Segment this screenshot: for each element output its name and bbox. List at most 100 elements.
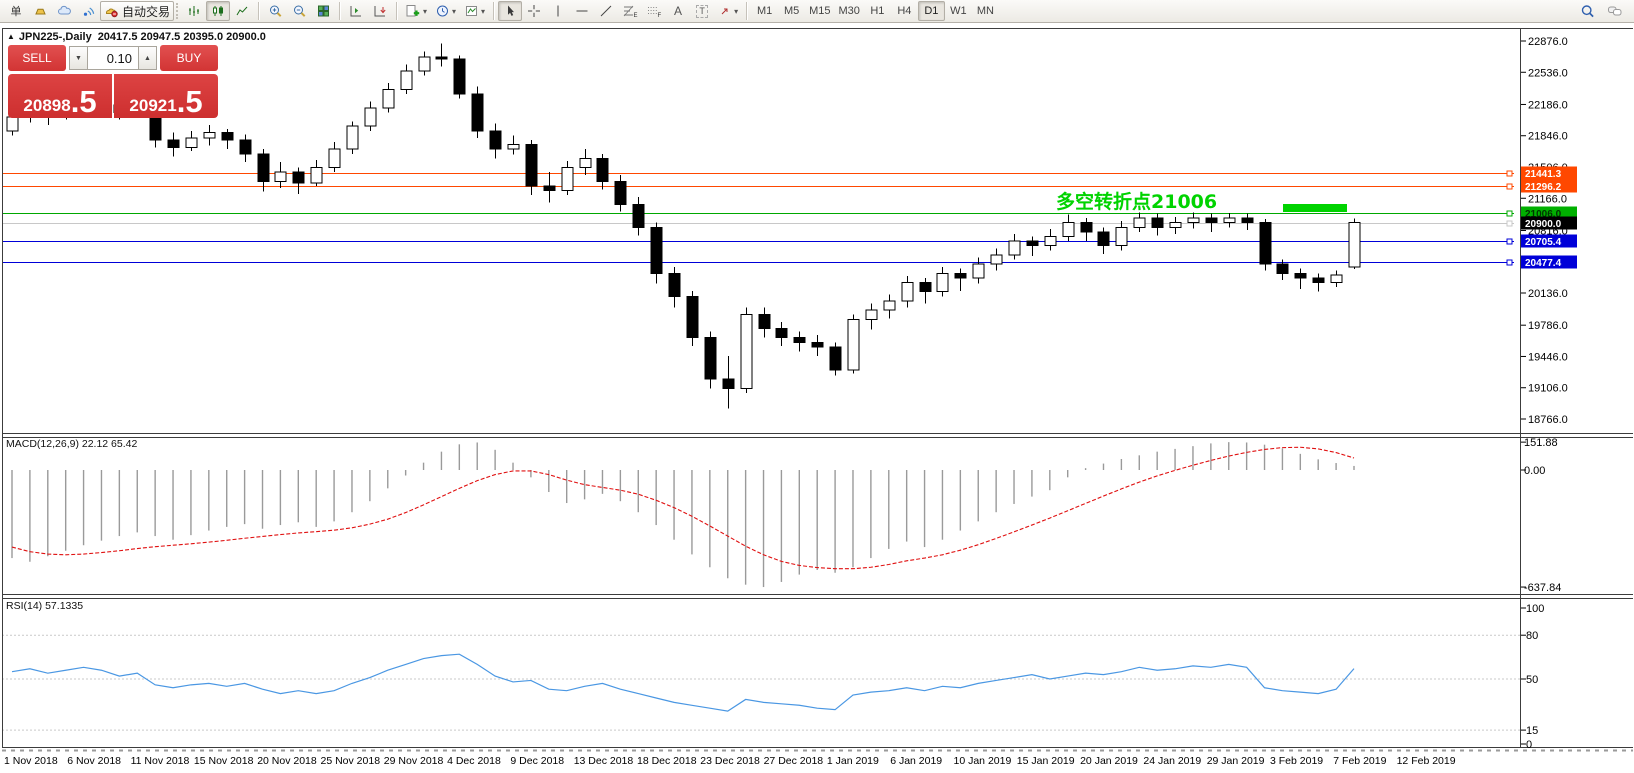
timeframe-d1[interactable]: D1 (917, 1, 945, 21)
volume-input[interactable]: 0.10 (88, 46, 138, 70)
price-tick-label: 19786.0 (1528, 320, 1568, 332)
rsi-tick-label: 15 (1526, 725, 1538, 737)
rsi-tick-label: 80 (1526, 630, 1538, 642)
volume-up-button[interactable]: ▲ (138, 46, 157, 70)
timeframe-m5[interactable]: M5 (778, 1, 805, 21)
toolbar-separator (396, 2, 398, 20)
new-order-button[interactable]: 单 (4, 1, 28, 21)
buy-button[interactable]: BUY (160, 45, 218, 71)
timeframe-m30[interactable]: M30 (834, 1, 863, 21)
dropdown-caret: ▾ (734, 6, 739, 16)
candle (257, 153, 270, 182)
candle (203, 132, 216, 139)
timeframe-h4[interactable]: H4 (891, 1, 918, 21)
volume-down-button[interactable]: ▼ (69, 46, 88, 70)
auto-scroll-icon[interactable] (368, 1, 392, 21)
zoom-in-icon[interactable] (263, 1, 287, 21)
price-lines (2, 170, 1514, 266)
svg-text:21296.2: 21296.2 (1525, 182, 1562, 193)
candle (579, 157, 592, 169)
chart-title: JPN225-,Daily (18, 31, 92, 43)
candle (185, 137, 198, 148)
line-chart-icon[interactable] (230, 1, 254, 21)
date-label: 6 Jan 2019 (890, 755, 942, 767)
bar-chart-icon[interactable] (182, 1, 206, 21)
macd-tick-label: 151.88 (1524, 437, 1558, 449)
collapse-icon[interactable]: ▲ (7, 32, 15, 41)
pane-borders (2, 28, 1633, 748)
date-label: 20 Jan 2019 (1080, 755, 1138, 767)
macd-tick-label: 0.00 (1524, 465, 1545, 477)
text-tool-icon[interactable]: A (666, 1, 690, 21)
signal-icon[interactable] (76, 1, 100, 21)
cloud-icon[interactable] (52, 1, 76, 21)
candle (1330, 274, 1343, 284)
candle (239, 139, 252, 155)
date-label: 29 Jan 2019 (1207, 755, 1265, 767)
template-button[interactable]: ▾ (460, 1, 489, 21)
timeframe-w1[interactable]: W1 (945, 1, 972, 21)
add-indicator-button[interactable]: ▾ (401, 1, 431, 21)
sell-button[interactable]: SELL (8, 45, 66, 71)
trendline-tool-icon[interactable] (594, 1, 618, 21)
price-axis[interactable]: 22876.022536.022186.021846.021506.021166… (1521, 36, 1568, 751)
date-label: 12 Feb 2019 (1397, 755, 1456, 767)
grid-tool-icon[interactable]: F (642, 1, 666, 21)
time-axis[interactable]: 1 Nov 2018 6 Nov 2018 11 Nov 2018 15 Nov 20… (4, 755, 1456, 767)
candlestick-chart-icon[interactable] (206, 1, 231, 21)
date-label: 10 Jan 2019 (954, 755, 1012, 767)
annotation-text: 多空转折点21006 (1056, 190, 1217, 213)
date-label: 27 Dec 2018 (764, 755, 824, 767)
candle (704, 337, 717, 380)
date-label: 15 Jan 2019 (1017, 755, 1075, 767)
search-icon[interactable] (1576, 1, 1600, 21)
toolbar-separator (493, 2, 495, 20)
candle (936, 272, 949, 293)
cursor-tool-icon[interactable] (498, 1, 523, 21)
candle (614, 180, 627, 205)
bid-price[interactable]: 20898.5 (8, 74, 112, 118)
macd-histogram (11, 442, 1355, 588)
fibonacci-tool-icon[interactable]: E (618, 1, 642, 21)
candle (596, 157, 609, 182)
period-button[interactable]: ▾ (431, 1, 460, 21)
price-tick-label: 22186.0 (1528, 99, 1568, 111)
candle (1169, 222, 1182, 228)
candle (972, 263, 985, 279)
horizontal-line-tool-icon[interactable] (570, 1, 594, 21)
crosshair-tool-icon[interactable] (522, 1, 546, 21)
candle (919, 282, 932, 293)
date-label: 24 Jan 2019 (1143, 755, 1201, 767)
tile-windows-icon[interactable] (311, 1, 335, 21)
candle (740, 314, 753, 389)
candle (471, 93, 484, 132)
arrows-tool-icon[interactable]: ▾ (714, 1, 742, 21)
candle (543, 185, 556, 192)
candle (1187, 217, 1200, 224)
chat-icon[interactable] (1600, 1, 1630, 21)
auto-trading-button[interactable]: 自动交易 (100, 1, 175, 21)
price-tick-label: 20136.0 (1528, 288, 1568, 300)
candle (829, 346, 842, 371)
text-label-tool-icon[interactable]: T (690, 1, 714, 21)
candle (1044, 236, 1057, 247)
candle (418, 56, 431, 72)
timeframe-h1[interactable]: H1 (864, 1, 891, 21)
candle (1080, 222, 1093, 233)
ask-price[interactable]: 20921.5 (114, 74, 218, 118)
price-tick-label: 21846.0 (1528, 131, 1568, 143)
date-label: 4 Dec 2018 (447, 755, 501, 767)
chart-shift-icon[interactable] (344, 1, 368, 21)
timeframe-m1[interactable]: M1 (751, 1, 778, 21)
candle (453, 58, 466, 95)
timeframe-mn[interactable]: MN (972, 1, 999, 21)
candle (221, 132, 234, 141)
zoom-out-icon[interactable] (287, 1, 311, 21)
gold-bar-icon[interactable] (28, 1, 52, 21)
timeframe-m15[interactable]: M15 (805, 1, 834, 21)
toolbar-grip (176, 3, 179, 19)
vertical-line-tool-icon[interactable] (546, 1, 570, 21)
date-label: 1 Nov 2018 (4, 755, 58, 767)
candle (1312, 277, 1325, 284)
